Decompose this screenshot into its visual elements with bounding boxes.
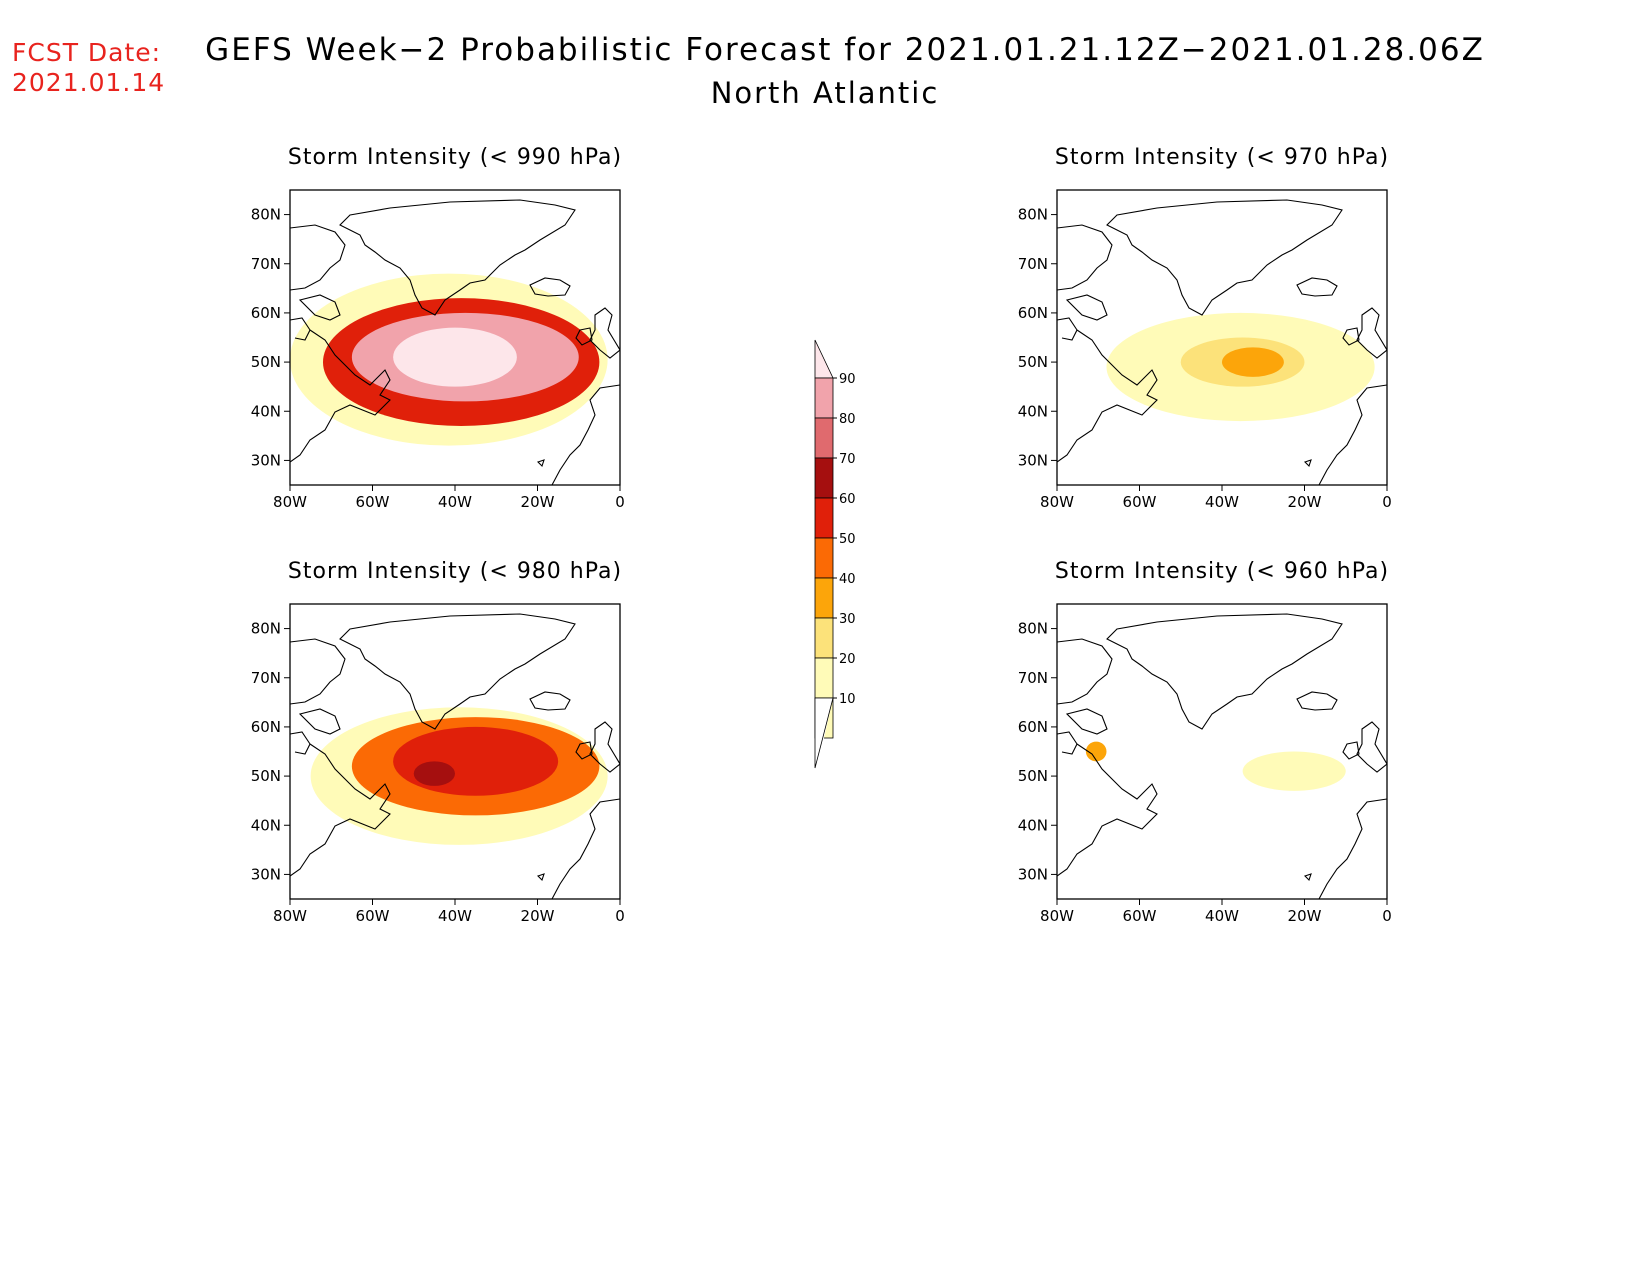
lat-label: 80N [251, 206, 281, 224]
lat-label: 60N [1018, 718, 1048, 736]
lat-label: 70N [251, 255, 281, 273]
lon-label: 20W [521, 907, 555, 925]
panel-title: Storm Intensity (< 970 hPa) [1055, 145, 1389, 170]
colorbar-bottom-extension [814, 697, 834, 769]
lon-label: 20W [1288, 493, 1322, 511]
probability-region-30 [1085, 741, 1107, 762]
lat-label: 50N [1018, 767, 1048, 785]
probability-region-60 [413, 761, 455, 786]
colorbar-label: 20 [839, 652, 856, 667]
panels-group: Storm Intensity (< 990 hPa) 80N 70N 60N 50N 4… [251, 145, 1392, 925]
lon-label: 0 [615, 907, 625, 925]
page-subtitle: North Atlantic [710, 76, 940, 110]
map-panel-960: Storm Intensity (< 960 hPa) 80N 70N 60N 50N 4… [1018, 559, 1392, 925]
coastline [1057, 613, 1387, 899]
forecast-date-label: FCST Date: [12, 38, 162, 67]
colorbar-swatch [814, 537, 834, 579]
lat-label: 80N [1018, 620, 1048, 638]
lat-label: 50N [251, 353, 281, 371]
lat-label: 30N [1018, 865, 1048, 883]
lon-label: 20W [1288, 907, 1322, 925]
lat-label: 70N [1018, 669, 1048, 687]
lon-label: 40W [1205, 907, 1239, 925]
lat-label: 40N [1018, 816, 1048, 834]
probability-field [1085, 741, 1346, 791]
colorbar-label: 80 [839, 412, 856, 427]
forecast-date-block: FCST Date: 2021.01.14 [12, 38, 165, 98]
probability-region-90 [393, 327, 517, 387]
probability-region-10 [1242, 751, 1346, 791]
probability-field [290, 273, 608, 446]
lat-label: 40N [251, 402, 281, 420]
lat-label: 30N [251, 451, 281, 469]
probability-region-30 [1222, 347, 1284, 377]
lat-label: 70N [251, 669, 281, 687]
colorbar-swatch [814, 457, 834, 499]
colorbar: 90 80 70 60 50 40 30 20 10 [814, 339, 856, 778]
lon-label: 80W [273, 907, 307, 925]
colorbar-swatch [814, 657, 834, 699]
colorbar-label: 60 [839, 492, 856, 507]
lon-label: 0 [1382, 907, 1392, 925]
lon-label: 40W [1205, 493, 1239, 511]
colorbar-top-extension [814, 339, 834, 379]
lat-label: 50N [1018, 353, 1048, 371]
colorbar-label: 70 [839, 452, 856, 467]
lat-label: 60N [251, 718, 281, 736]
lon-label: 60W [1123, 493, 1157, 511]
lat-label: 30N [1018, 451, 1048, 469]
lon-label: 20W [521, 493, 555, 511]
lon-label: 80W [273, 493, 307, 511]
lon-label: 40W [438, 493, 472, 511]
lon-label: 60W [1123, 907, 1157, 925]
colorbar-label: 10 [839, 692, 856, 707]
map-panel-980: Storm Intensity (< 980 hPa) 80N 70N 60N 50N 4… [251, 559, 625, 925]
forecast-date-value: 2021.01.14 [12, 68, 166, 97]
colorbar-label: 30 [839, 612, 856, 627]
panel-title: Storm Intensity (< 960 hPa) [1055, 559, 1389, 584]
lat-label: 80N [251, 620, 281, 638]
lat-label: 80N [1018, 206, 1048, 224]
lon-label: 40W [438, 907, 472, 925]
lon-label: 0 [1382, 493, 1392, 511]
lon-label: 60W [356, 907, 390, 925]
colorbar-label: 40 [839, 572, 856, 587]
colorbar-swatch [814, 417, 834, 459]
colorbar-swatch [814, 577, 834, 619]
lat-label: 40N [1018, 402, 1048, 420]
lon-label: 0 [615, 493, 625, 511]
lat-label: 60N [1018, 304, 1048, 322]
lat-label: 40N [251, 816, 281, 834]
lon-label: 80W [1040, 493, 1074, 511]
lon-label: 60W [356, 493, 390, 511]
lat-label: 70N [1018, 255, 1048, 273]
lat-label: 60N [251, 304, 281, 322]
probability-region-50 [393, 726, 559, 796]
colorbar-swatch [814, 497, 834, 539]
colorbar-swatch [814, 617, 834, 659]
colorbar-label: 90 [839, 372, 856, 387]
lat-label: 30N [251, 865, 281, 883]
probability-field [310, 707, 608, 845]
probability-field [1106, 312, 1375, 422]
map-panel-970: Storm Intensity (< 970 hPa) 80N 70N 60N 50N 4… [1018, 145, 1392, 511]
page-title: GEFS Week−2 Probabilistic Forecast for 2… [205, 32, 1485, 68]
panel-title: Storm Intensity (< 980 hPa) [288, 559, 622, 584]
colorbar-swatch [814, 377, 834, 419]
map-panel-990: Storm Intensity (< 990 hPa) 80N 70N 60N 50N 4… [251, 145, 625, 511]
lon-label: 80W [1040, 907, 1074, 925]
lat-label: 50N [251, 767, 281, 785]
colorbar-label: 50 [839, 532, 856, 547]
panel-title: Storm Intensity (< 990 hPa) [288, 145, 622, 170]
